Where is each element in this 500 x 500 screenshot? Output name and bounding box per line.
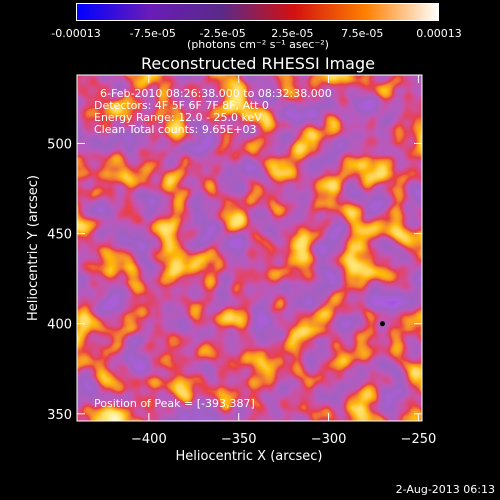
x-tick-label: −250 xyxy=(401,432,437,447)
peak-marker xyxy=(379,321,385,327)
colorbar xyxy=(76,3,439,21)
y-tick-label: 500 xyxy=(47,137,72,152)
detectors-label: Detectors: 4F 5F 6F 7F 8F, Att 0 xyxy=(94,99,269,112)
y-tick-label: 400 xyxy=(47,318,72,333)
colorbar-tick-label: -7.5e-05 xyxy=(129,27,176,40)
x-axis-label: Heliocentric X (arcsec) xyxy=(176,449,323,464)
y-tick-label: 350 xyxy=(47,408,72,423)
colorbar-tick-label: -0.00013 xyxy=(51,27,101,40)
energy-range-label: Energy Range: 12.0 - 25.0 keV xyxy=(94,111,262,124)
heatmap-image xyxy=(77,75,422,421)
clean-total-counts-label: Clean Total counts: 9.65E+03 xyxy=(94,123,257,136)
time-range-label: 6-Feb-2010 08:26:38.000 to 08:32:38.000 xyxy=(100,87,332,100)
plot-frame xyxy=(76,74,423,422)
colorbar-tick-label: 7.5e-05 xyxy=(341,27,384,40)
colorbar-tick-label: -2.5e-05 xyxy=(199,27,246,40)
x-tick-label: −300 xyxy=(311,432,347,447)
y-axis-ticks: 350 400 450 500 xyxy=(47,137,422,423)
x-tick-label: −350 xyxy=(221,432,257,447)
x-axis-ticks: −400 −350 −300 −250 xyxy=(131,75,436,447)
peak-position-label: Position of Peak = [-393,387] xyxy=(94,397,255,410)
y-axis-label: Heliocentric Y (arcsec) xyxy=(26,175,41,321)
y-tick-label: 450 xyxy=(47,228,72,243)
colorbar-unit-label: (photons cm⁻² s⁻¹ asec⁻²) xyxy=(187,38,329,51)
colorbar-tick-label: 2.5e-05 xyxy=(271,27,314,40)
x-tick-label: −400 xyxy=(131,432,167,447)
footer-date: 2-Aug-2013 06:13 xyxy=(395,483,495,496)
chart-title: Reconstructed RHESSI Image xyxy=(141,54,375,73)
colorbar-tick-label: 0.00013 xyxy=(416,27,462,40)
